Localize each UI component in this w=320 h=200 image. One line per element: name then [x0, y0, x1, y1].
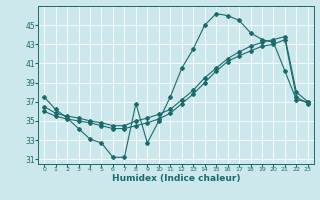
X-axis label: Humidex (Indice chaleur): Humidex (Indice chaleur) — [112, 174, 240, 183]
